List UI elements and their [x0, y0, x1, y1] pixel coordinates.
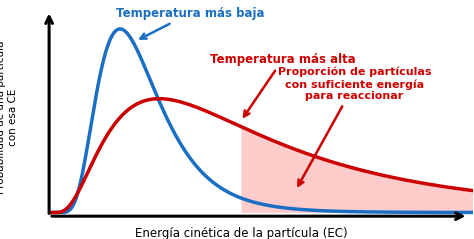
Text: Temperatura más baja: Temperatura más baja — [116, 7, 264, 39]
Text: Energía cinética de la partícula (EC): Energía cinética de la partícula (EC) — [135, 227, 347, 239]
Text: Probabilidad de una partícula
con esa CE: Probabilidad de una partícula con esa CE — [0, 40, 18, 194]
Text: Proporción de partículas
con suficiente energía
para reaccionar: Proporción de partículas con suficiente … — [278, 67, 431, 185]
Text: Temperatura más alta: Temperatura más alta — [210, 53, 356, 116]
